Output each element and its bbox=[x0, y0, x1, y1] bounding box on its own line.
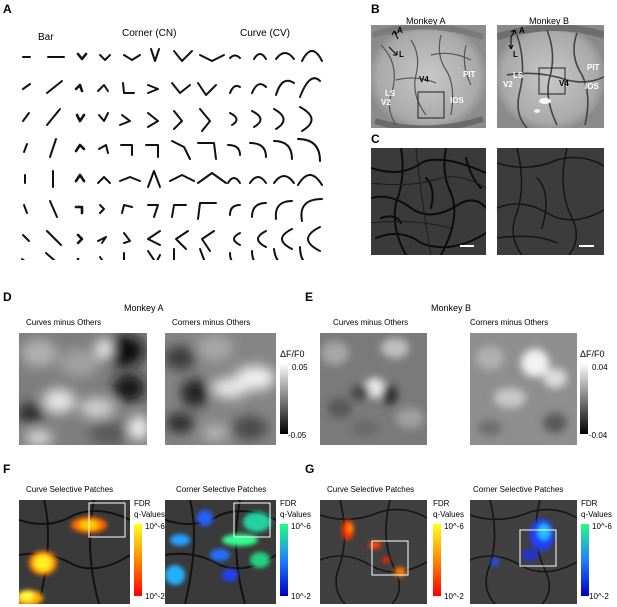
panel-f-corner-title: Corner Selective Patches bbox=[176, 485, 267, 494]
panel-f-hot-colorbar bbox=[134, 524, 142, 596]
monkey-b-corner-patches bbox=[470, 500, 577, 604]
monkey-b-label: Monkey B bbox=[529, 16, 570, 26]
monkey-b-curves-map bbox=[320, 333, 427, 445]
panel-label-a: A bbox=[3, 2, 12, 16]
panel-f-cool-bottom: 10^-2 bbox=[291, 592, 311, 601]
panel-f-qvalues-label: q-Values bbox=[134, 510, 165, 519]
monkey-a-label: Monkey A bbox=[406, 16, 446, 26]
ios-label: IOS bbox=[450, 96, 464, 105]
pit-label-b: PIT bbox=[587, 63, 600, 72]
bar-label: Bar bbox=[38, 32, 54, 43]
panel-d-cbar-min: -0.05 bbox=[288, 431, 307, 440]
arrow-a-label-b: A bbox=[519, 26, 525, 35]
monkey-a-curve-patches bbox=[19, 500, 130, 604]
panel-label-b: B bbox=[371, 2, 380, 16]
monkey-a-cortex-photo: A L V4 PIT LS V2 IOS bbox=[371, 25, 486, 128]
v2-label-b: V2 bbox=[503, 80, 513, 89]
v4-label-b: V4 bbox=[559, 79, 569, 88]
panel-f-cool-colorbar bbox=[280, 524, 288, 596]
panel-e-cbar-min: -0.04 bbox=[589, 431, 608, 440]
ls-label-b: LS bbox=[513, 71, 524, 80]
panel-g-hot-bottom: 10^-2 bbox=[444, 592, 464, 601]
panel-label-f: F bbox=[3, 462, 11, 476]
panel-f-hot-top: 10^-6 bbox=[145, 522, 165, 531]
arrow-l-label: L bbox=[399, 50, 404, 59]
panel-g-fdr-label-2: FDR bbox=[581, 499, 598, 508]
panel-d-curves-title: Curves minus Others bbox=[26, 318, 102, 327]
panel-g-fdr-label: FDR bbox=[433, 499, 450, 508]
panel-e-colorbar bbox=[580, 363, 588, 434]
panel-e-curves-title: Curves minus Others bbox=[333, 318, 409, 327]
monkey-b-cortex-photo: A L V4 PIT LS V2 IOS bbox=[497, 25, 604, 128]
monkey-b-corners-map bbox=[470, 333, 577, 445]
panel-e-cbar-max: 0.04 bbox=[592, 363, 608, 372]
panel-g-cool-bottom: 10^-2 bbox=[589, 592, 609, 601]
monkey-a-curves-map bbox=[19, 333, 147, 445]
curve-label: Curve (CV) bbox=[240, 28, 291, 39]
panel-d-colorbar bbox=[280, 363, 288, 434]
panel-label-d: D bbox=[3, 290, 12, 304]
panel-f-fdr-label-2: FDR bbox=[280, 499, 297, 508]
v4-label: V4 bbox=[419, 75, 429, 84]
ios-label-b: IOS bbox=[585, 82, 599, 91]
panel-f-curve-title: Curve Selective Patches bbox=[26, 485, 114, 494]
panel-e-monkey-title: Monkey B bbox=[431, 303, 472, 313]
panel-g-hot-colorbar bbox=[433, 524, 441, 596]
panel-f-cool-top: 10^-6 bbox=[291, 522, 311, 531]
monkey-a-corners-map bbox=[165, 333, 276, 445]
shape-stimulus-grid bbox=[21, 48, 323, 260]
panel-g-qvalues-label-2: q-Values bbox=[581, 510, 612, 519]
panel-label-g: G bbox=[305, 462, 315, 476]
panel-d-corners-title: Corners minus Others bbox=[172, 318, 251, 327]
panel-g-cool-colorbar bbox=[581, 524, 589, 596]
ls-label: LS bbox=[385, 89, 396, 98]
panel-d-cbar-label: ΔF/F0 bbox=[280, 349, 305, 359]
panel-label-c: C bbox=[371, 132, 380, 146]
panel-g-hot-top: 10^-6 bbox=[444, 522, 464, 531]
panel-f-fdr-label: FDR bbox=[134, 499, 151, 508]
arrow-a-label: A bbox=[397, 26, 403, 35]
monkey-a-corner-patches bbox=[165, 500, 276, 604]
panel-f-qvalues-label-2: q-Values bbox=[280, 510, 311, 519]
panel-g-curve-title: Curve Selective Patches bbox=[327, 485, 415, 494]
monkey-b-vessel-image bbox=[497, 148, 604, 255]
panel-d-monkey-title: Monkey A bbox=[124, 303, 164, 313]
monkey-b-curve-patches bbox=[320, 500, 427, 604]
arrow-l-label-b: L bbox=[513, 50, 518, 59]
panel-label-e: E bbox=[305, 290, 314, 304]
panel-f-hot-bottom: 10^-2 bbox=[145, 592, 165, 601]
pit-label: PIT bbox=[463, 70, 476, 79]
panel-e-corners-title: Corners minus Others bbox=[470, 318, 549, 327]
panel-g-qvalues-label: q-Values bbox=[433, 510, 464, 519]
panel-g-cool-top: 10^-6 bbox=[592, 522, 612, 531]
monkey-a-vessel-image bbox=[371, 148, 486, 255]
panel-g-corner-title: Corner Selective Patches bbox=[473, 485, 564, 494]
v2-label: V2 bbox=[381, 98, 391, 107]
panel-e-cbar-label: ΔF/F0 bbox=[580, 349, 605, 359]
corner-label: Corner (CN) bbox=[122, 28, 177, 39]
panel-d-cbar-max: 0.05 bbox=[292, 363, 308, 372]
